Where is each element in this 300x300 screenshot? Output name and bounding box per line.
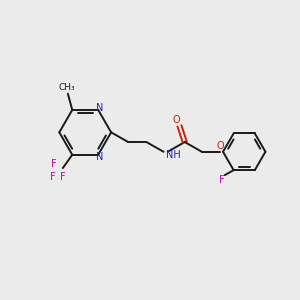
Text: N: N	[96, 103, 103, 113]
Text: CH₃: CH₃	[59, 83, 76, 92]
Text: O: O	[216, 141, 224, 151]
Text: O: O	[173, 115, 180, 125]
Text: F: F	[219, 175, 224, 185]
Text: F: F	[50, 172, 56, 182]
Text: N: N	[96, 152, 103, 161]
Text: F: F	[60, 172, 66, 182]
Text: F: F	[51, 160, 56, 170]
Text: NH: NH	[166, 150, 181, 160]
